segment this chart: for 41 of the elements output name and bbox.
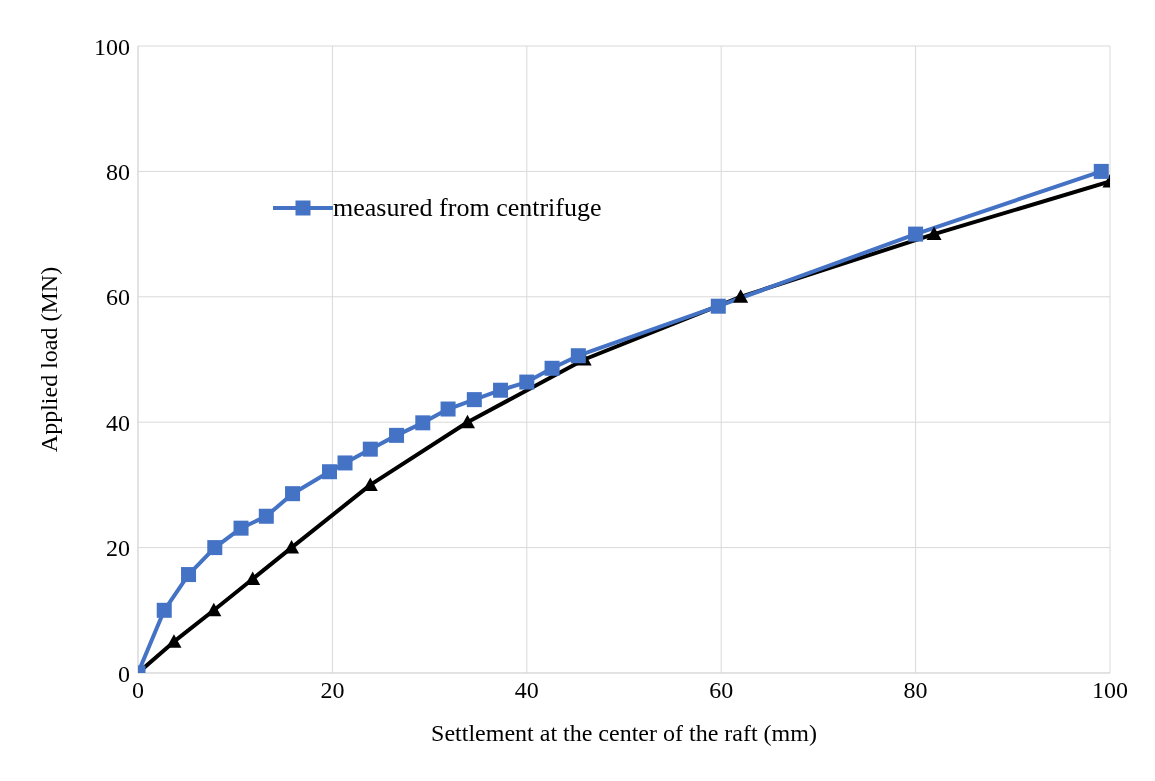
point — [440, 401, 456, 417]
point — [544, 360, 560, 376]
point — [362, 441, 378, 457]
point — [337, 455, 353, 471]
point — [926, 226, 942, 241]
point — [156, 602, 172, 618]
x-axis-title: Settlement at the center of the raft (mm) — [431, 720, 817, 746]
point — [1093, 163, 1109, 179]
point — [733, 289, 749, 303]
point — [493, 382, 509, 398]
x-tick-label: 80 — [903, 677, 928, 704]
y-tick-label: 0 — [118, 660, 130, 687]
point — [166, 634, 182, 648]
point — [206, 602, 222, 617]
point — [233, 520, 249, 536]
x-tick-label: 40 — [514, 677, 539, 704]
x-tick-label: 60 — [709, 677, 734, 704]
point — [284, 540, 300, 554]
point — [207, 540, 223, 556]
x-tick-label: 20 — [320, 677, 345, 704]
point — [908, 226, 924, 242]
point — [285, 486, 301, 502]
point — [415, 415, 431, 431]
point — [519, 374, 535, 390]
point — [258, 508, 274, 524]
y-tick-label: 80 — [106, 158, 130, 185]
x-tick-label: 100 — [1092, 677, 1128, 704]
point — [570, 348, 586, 364]
point — [710, 298, 726, 314]
y-tick-label: 60 — [106, 284, 130, 311]
point — [466, 392, 482, 408]
point — [460, 414, 476, 429]
point — [321, 464, 337, 480]
y-axis-title: Applied load (MN) — [35, 266, 62, 453]
y-tick-label: 100 — [94, 33, 130, 60]
point — [389, 427, 405, 443]
y-tick-label: 20 — [106, 535, 130, 562]
y-tick-label: 40 — [106, 409, 130, 436]
point — [245, 571, 261, 585]
legend-label: measured from centrifuge — [333, 193, 602, 223]
point — [181, 567, 197, 583]
